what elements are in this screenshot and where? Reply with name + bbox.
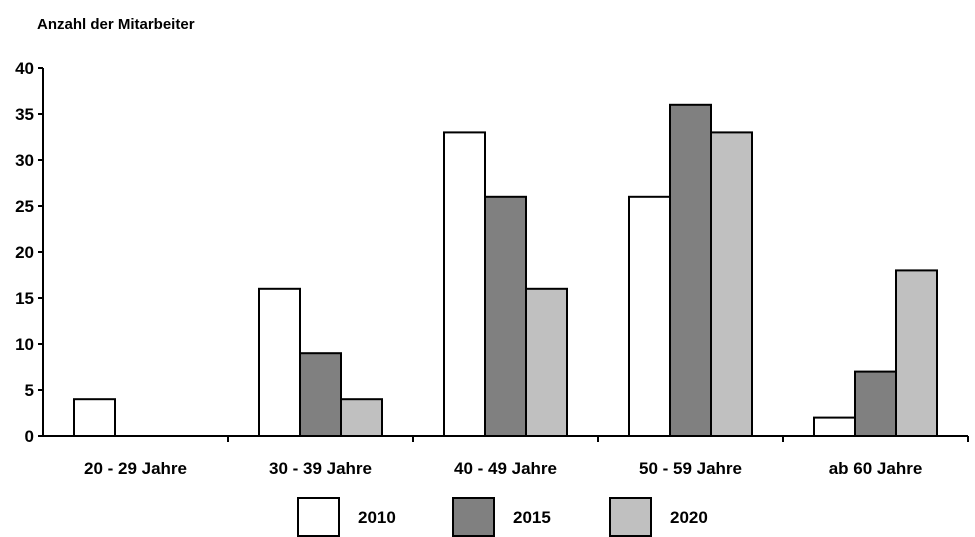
bar-2010 xyxy=(258,287,301,437)
legend: 2010 2015 2020 xyxy=(297,497,708,537)
bar-2010 xyxy=(628,195,671,437)
y-tick-label: 35 xyxy=(15,105,34,124)
x-tick-label: 50 - 59 Jahre xyxy=(639,459,742,478)
bar-2015 xyxy=(854,370,897,438)
bar-2015 xyxy=(299,352,342,438)
y-tick-label: 10 xyxy=(15,335,34,354)
y-axis-label: Anzahl der Mitarbeiter xyxy=(37,16,195,33)
y-tick-label: 0 xyxy=(25,427,34,446)
bar-2020 xyxy=(340,398,383,438)
legend-swatch-2010 xyxy=(297,497,340,537)
bar-2010 xyxy=(813,416,856,438)
y-tick-label: 5 xyxy=(25,381,34,400)
legend-swatch-2015 xyxy=(452,497,495,537)
bar-2020 xyxy=(525,287,568,437)
y-tick-label: 15 xyxy=(15,289,34,308)
bar-2015 xyxy=(484,195,527,437)
legend-label: 2020 xyxy=(670,508,708,527)
legend-swatch-2020 xyxy=(609,497,652,537)
bar-2010 xyxy=(443,131,486,437)
bar-2015 xyxy=(669,103,712,438)
y-tick-label: 40 xyxy=(15,59,34,78)
legend-label: 2010 xyxy=(358,508,396,527)
y-tick-label: 20 xyxy=(15,243,34,262)
plot-area: 0 5 10 15 20 25 30 35 40 20 - 29 Jahre 30 - 39 Jah… xyxy=(15,59,969,478)
x-tick-label: 20 - 29 Jahre xyxy=(84,459,187,478)
x-tick-label: ab 60 Jahre xyxy=(829,459,923,478)
bar-2020 xyxy=(710,131,753,437)
bar-2020 xyxy=(895,269,938,437)
y-tick-label: 25 xyxy=(15,197,34,216)
x-tick-label: 30 - 39 Jahre xyxy=(269,459,372,478)
y-tick-label: 30 xyxy=(15,151,34,170)
bar-2010 xyxy=(73,398,116,438)
legend-label: 2015 xyxy=(513,508,551,527)
x-tick-label: 40 - 49 Jahre xyxy=(454,459,557,478)
